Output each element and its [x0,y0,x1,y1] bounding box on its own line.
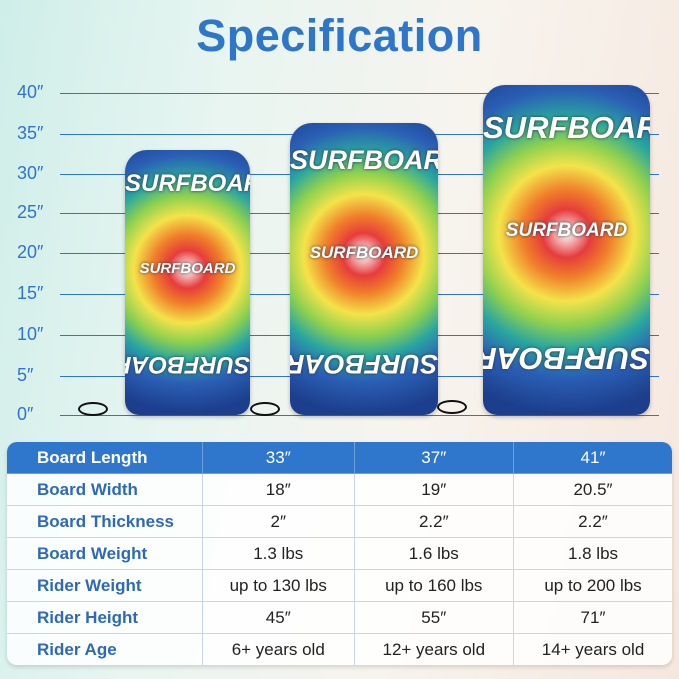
ruler-label: 30″ [17,163,44,183]
table-cell: 14+ years old [541,639,645,659]
board-medium: SURFBOARD SURFBOARD SURFBOARD [290,123,438,415]
table-cell: 55″ [354,602,515,634]
board-graphic-text: SURFBOARD [290,145,438,175]
table-cell: up to 160 lbs [354,570,515,602]
board-graphic-text: SURFBOARD [125,351,250,378]
board-graphic-text: SURFBOARD [483,341,650,376]
table-cell: 71″ [514,602,672,634]
table-row: Rider Age 6+ years old 12+ years old 14+ ye… [7,634,672,665]
table-cell: 45″ [203,602,355,634]
table-row: Rider Height 45″ 55″ 71″ [7,602,672,634]
board-graphic-text: SURFBOARD [505,220,628,241]
row-label: Board Thickness [7,506,203,538]
spec-table: Board Length 33″ 37″ 41″ Board Width 18″ 1… [7,442,672,665]
row-label: Rider Age [7,634,203,665]
ruler-label: 25″ [17,202,44,222]
table-cell: 1.8 lbs [514,538,672,570]
ruler-label: 5″ [17,365,34,385]
ruler-label: 20″ [17,242,44,262]
table-cell: up to 130 lbs [203,570,355,602]
header-cell: 33″ [203,442,355,474]
board-graphic-text: SURFBOARD [125,170,250,197]
leash-strap [437,400,467,414]
table-cell: 2.2″ [514,506,672,538]
leash-strap [250,402,280,416]
table-row: Rider Weight up to 130 lbs up to 160 lbs up… [7,570,672,602]
ruler-label: 10″ [17,324,44,344]
table-header-row: Board Length 33″ 37″ 41″ [7,442,672,474]
table-row: Board Thickness 2″ 2.2″ 2.2″ [7,506,672,538]
table-cell: 19″ [354,474,515,506]
table-cell: up to 200 lbs [514,570,672,602]
page-title: Specification [196,10,483,61]
board-large: SURFBOARD SURFBOARD SURFBOARD [483,85,650,415]
leash-strap [78,402,108,416]
row-label: Board Width [7,474,203,506]
ruler-label: 40″ [17,82,44,102]
table-cell: 1.3 lbs [203,538,355,570]
table-cell: 18″ [203,474,355,506]
table-cell: 20.5″ [514,474,672,506]
row-label: Rider Height [7,602,203,634]
board-graphic-text: SURFBOARD [483,110,650,145]
table-cell: 6+ years old [203,634,355,665]
board-graphic-text: SURFBOARD [309,243,419,262]
ruler-label: 35″ [17,123,44,143]
header-cell: 41″ [514,442,672,474]
ruler-label: 15″ [17,283,44,303]
table-cell: 2″ [203,506,355,538]
table-row: Board Width 18″ 19″ 20.5″ [7,474,672,506]
ruler-line [60,415,659,416]
table-cell: 12+ years old [355,634,515,665]
ruler-label: 0″ [17,404,34,424]
row-label: Rider Weight [7,570,203,602]
table-cell: 2.2″ [354,506,515,538]
board-graphic-text: SURFBOARD [139,260,236,277]
header-cell: 37″ [354,442,515,474]
table-row: Board Weight 1.3 lbs 1.6 lbs 1.8 lbs [7,538,672,570]
board-graphic-text: SURFBOARD [290,349,438,379]
ruler-line [60,93,659,94]
row-label: Board Weight [7,538,203,570]
header-cell: Board Length [7,442,203,474]
board-small: SURFBOARD SURFBOARD SURFBOARD [125,150,250,415]
table-cell: 1.6 lbs [354,538,515,570]
